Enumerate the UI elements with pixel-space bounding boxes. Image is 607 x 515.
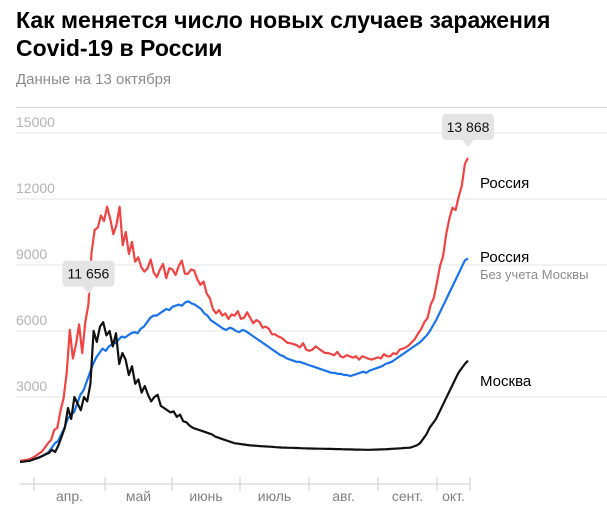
callout-box [62, 260, 115, 287]
series-layer [19, 157, 469, 463]
series-label-russia: Россия [480, 175, 529, 192]
x-tick-label: июль [258, 488, 291, 504]
header-divider [16, 107, 607, 108]
x-tick-label: май [126, 488, 151, 504]
x-tick-label: авг. [332, 488, 355, 504]
chart-title: Как меняется число новых случаев заражен… [16, 7, 551, 61]
series-line-russia [19, 157, 469, 462]
y-tick-label: 3000 [16, 378, 47, 394]
series-line-moscow [19, 321, 469, 463]
y-tick-label: 12000 [16, 180, 55, 196]
y-tick-label: 9000 [16, 246, 47, 262]
x-tick-label: июнь [189, 488, 222, 504]
x-tick-label: апр. [56, 488, 83, 504]
callout-label: 11 656 [68, 266, 110, 282]
callout-pointer [82, 286, 95, 294]
series-line-russia-ex-moscow [19, 257, 469, 463]
y-tick-label: 6000 [16, 312, 47, 328]
x-tick-label: окт. [442, 488, 465, 504]
callout-box [442, 113, 494, 140]
callout-pointer [462, 139, 474, 147]
callout-label: 13 868 [447, 119, 490, 135]
callout-layer: 11 656 13 868 [62, 113, 494, 294]
series-label-russia-ex-moscow: Россия [480, 249, 529, 266]
series-sublabel-russia-ex-moscow: Без учета Москвы [480, 267, 588, 282]
x-axis: апр. май июнь июль авг. сент. окт. [20, 477, 471, 504]
series-label-moscow: Москва [480, 373, 532, 390]
y-axis-ticks: 15000 12000 9000 6000 3000 [16, 114, 55, 394]
grid-layer [16, 132, 607, 398]
x-tick-label: сент. [392, 488, 423, 504]
y-tick-label: 15000 [16, 114, 55, 130]
chart-subtitle: Данные на 13 октября [16, 71, 171, 88]
series-labels: Россия Россия Без учета Москвы Москва [480, 175, 588, 390]
